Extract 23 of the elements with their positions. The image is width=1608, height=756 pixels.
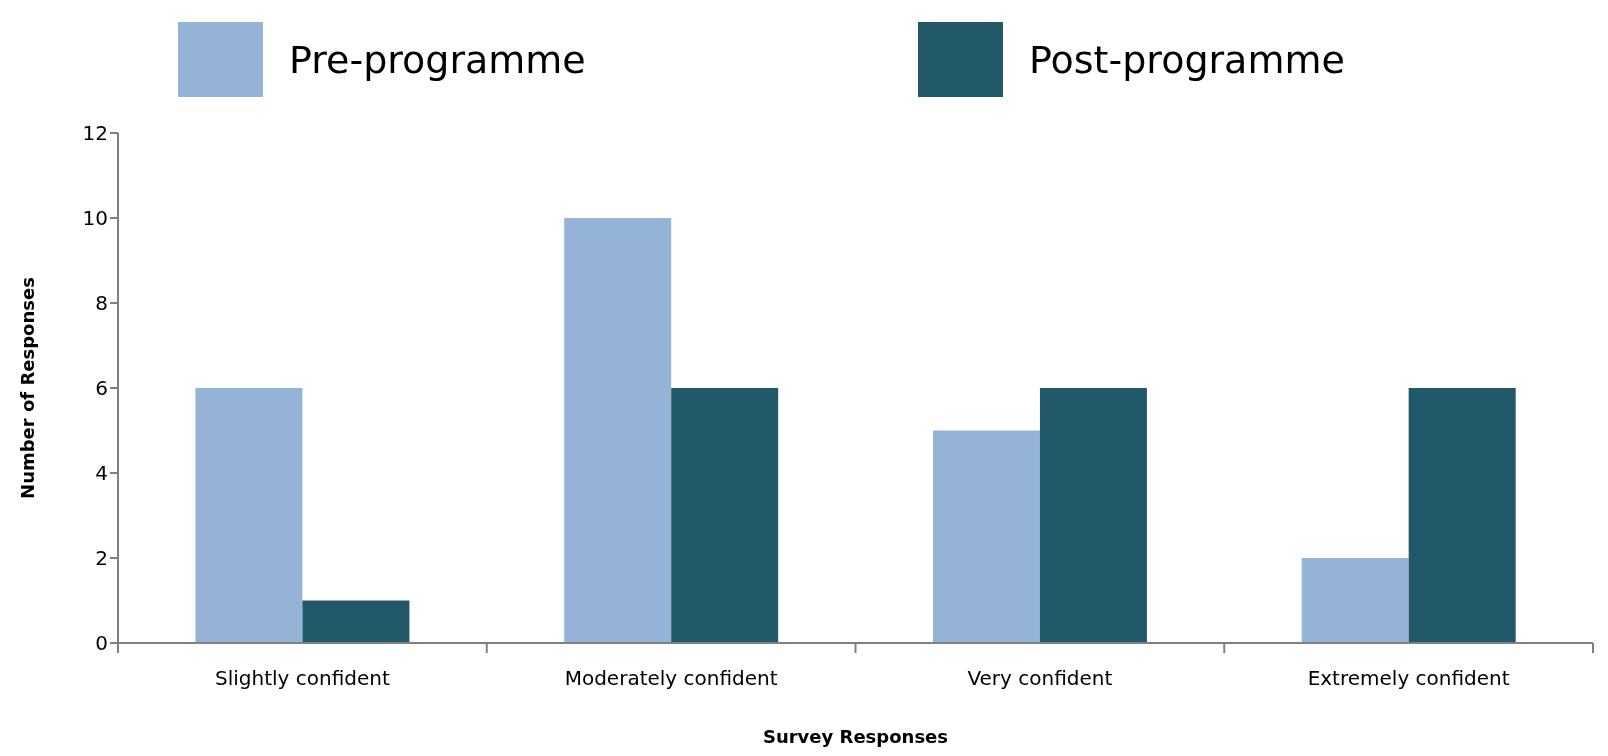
- y-tick-label: 0: [95, 631, 108, 656]
- bar: [1408, 388, 1516, 643]
- x-tick-label: Slightly confident: [214, 666, 390, 690]
- bar: [302, 600, 410, 643]
- bar: [564, 218, 672, 643]
- y-tick-label: 12: [82, 121, 108, 146]
- y-tick-label: 10: [82, 206, 108, 231]
- y-tick-label: 4: [95, 461, 108, 486]
- x-tick-label: Moderately confident: [564, 666, 778, 690]
- y-tick-label: 6: [95, 376, 108, 401]
- bar: [195, 388, 303, 643]
- y-tick-label: 2: [95, 546, 108, 571]
- legend-label: Post-programme: [1029, 37, 1345, 82]
- bar: [1301, 558, 1409, 643]
- y-axis-title: Number of Responses: [17, 277, 39, 499]
- x-tick-label: Very confident: [967, 666, 1113, 690]
- bar: [932, 430, 1040, 643]
- legend-label: Pre-programme: [289, 37, 586, 82]
- y-tick-label: 8: [95, 291, 108, 316]
- x-axis-title: Survey Responses: [762, 726, 949, 747]
- x-tick-label: Extremely confident: [1307, 666, 1510, 690]
- bar: [1039, 388, 1147, 643]
- bar: [671, 388, 779, 643]
